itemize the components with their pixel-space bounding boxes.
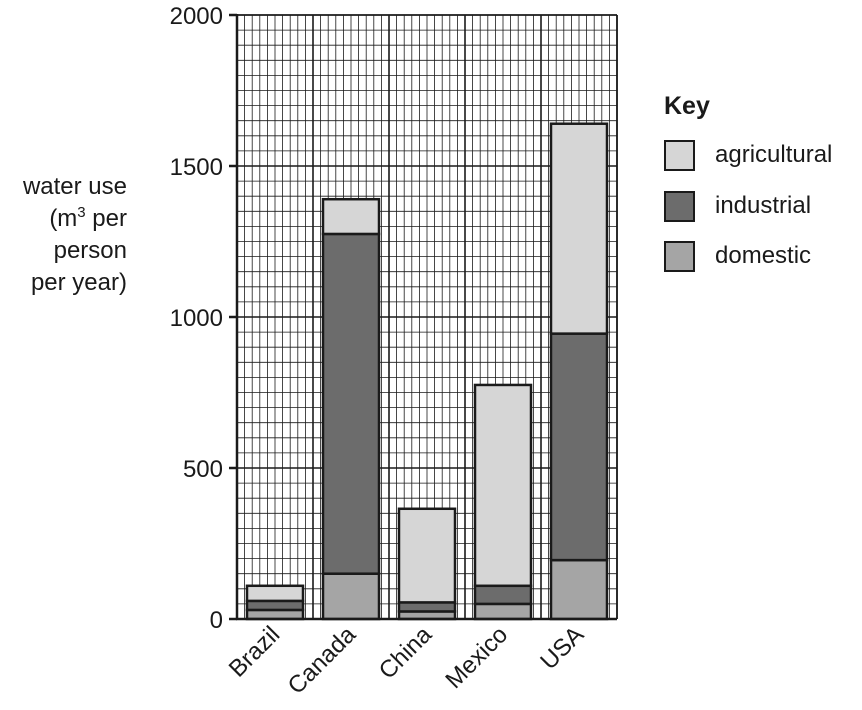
bar-usa-domestic [549,558,609,621]
bar-china-industrial [397,601,457,613]
bar-brazil-agricultural [245,584,305,603]
x-tick-label-mexico: Mexico [440,621,513,694]
bar-mexico-agricultural [473,383,533,588]
bar-canada-industrial [321,232,381,575]
bar-mexico-domestic [473,602,533,621]
y-tick-label: 500 [183,456,223,483]
legend-swatch-domestic [664,241,695,272]
y-tick-label: 1000 [170,305,223,332]
y-axis-label-line4: per year) [30,269,127,296]
legend-title: Key [664,92,710,120]
bar-canada-agricultural [321,197,381,236]
x-tick-label-china: China [374,621,438,685]
bar-usa-industrial [549,332,609,562]
bar-brazil-industrial [245,599,305,612]
x-tick-label-canada: Canada [283,621,362,700]
y-tick-label: 1500 [170,154,223,181]
x-tick-label-usa: USA [535,621,589,675]
bar-mexico-industrial [473,584,533,606]
y-axis-label-line3: person [53,237,127,264]
y-tick-label: 0 [210,607,223,634]
legend-label-agricultural: agricultural [715,141,833,168]
bar-usa-agricultural [549,122,609,335]
legend-label-domestic: domestic [715,242,812,269]
y-axis-label-line1: water use [22,173,127,200]
y-tick-labels: 0 500 1000 1500 2000 [170,3,237,634]
legend-swatch-agricultural [664,140,695,171]
legend-swatch-industrial [664,191,695,222]
x-tick-label-brazil: Brazil [224,621,286,683]
axes [235,14,618,621]
bar-china-agricultural [397,507,457,604]
y-axis-label: water use (m3 per person per year) [23,171,127,299]
y-axis-label-line2: (m3 per [49,204,127,232]
bars [245,122,609,621]
y-tick-label: 2000 [170,3,223,30]
legend-label-industrial: industrial [715,192,812,219]
bar-canada-domestic [321,572,381,621]
bar-brazil-domestic [245,608,305,621]
